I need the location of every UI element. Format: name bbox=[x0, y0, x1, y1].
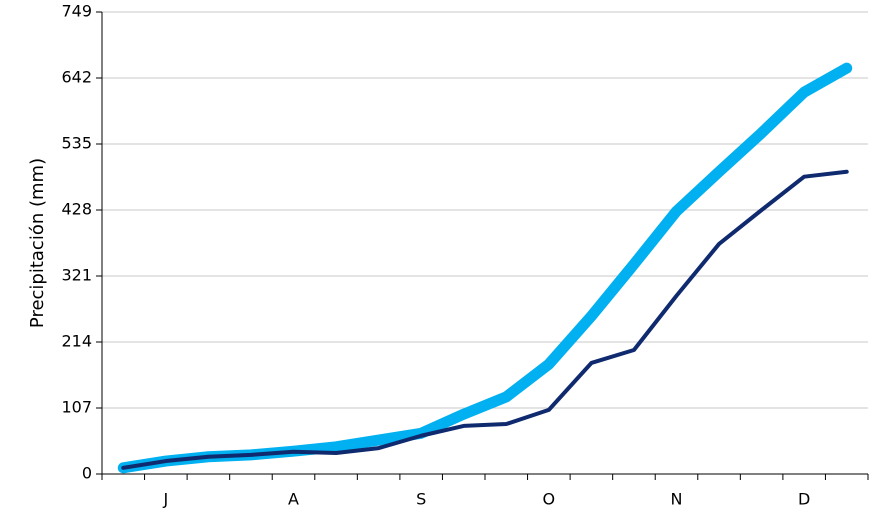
x-tick-label: O bbox=[543, 490, 556, 509]
x-tick-label: D bbox=[798, 490, 810, 509]
y-tick-label: 0 bbox=[82, 464, 92, 483]
x-tick-label: A bbox=[288, 490, 299, 509]
y-tick-label: 642 bbox=[61, 68, 92, 87]
y-tick-label: 214 bbox=[61, 332, 92, 351]
y-tick-label: 535 bbox=[61, 134, 92, 153]
x-tick-label: S bbox=[416, 490, 426, 509]
y-tick-label: 428 bbox=[61, 200, 92, 219]
y-axis-label: Precipitación (mm) bbox=[27, 158, 48, 328]
x-tick-label: J bbox=[162, 490, 168, 509]
y-tick-label: 321 bbox=[61, 266, 92, 285]
y-tick-label: 107 bbox=[61, 398, 92, 417]
line-series bbox=[121, 169, 849, 470]
y-tick-label: 749 bbox=[61, 2, 92, 21]
x-tick-label: N bbox=[671, 490, 683, 509]
